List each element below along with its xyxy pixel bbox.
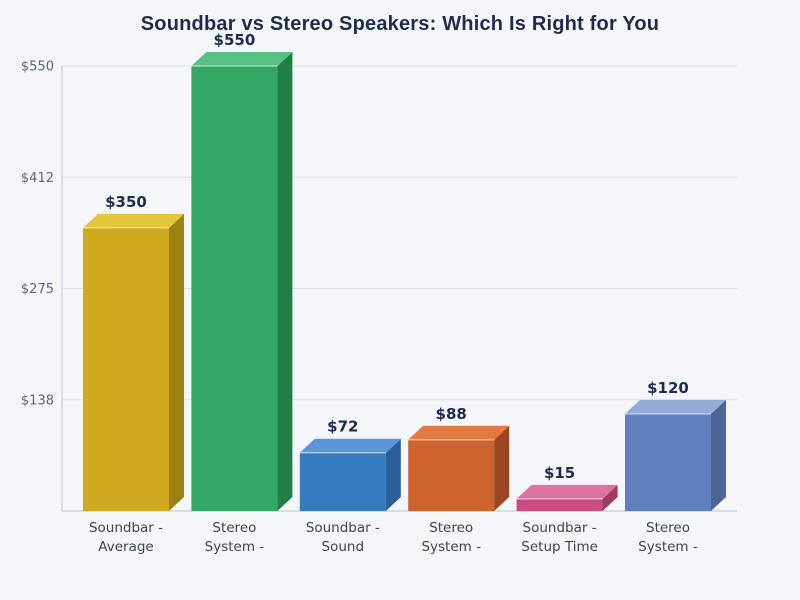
y-tick-label: $550 xyxy=(21,60,54,75)
bar-side-face xyxy=(494,425,510,511)
bar-group: $350 Soundbar -Average xyxy=(83,193,184,555)
bar-front-face xyxy=(408,439,495,511)
bar-value-label: $350 xyxy=(105,193,147,211)
bar-group: $550 Stereo System - xyxy=(191,31,293,555)
bar-value-label: $15 xyxy=(544,464,575,482)
bar-side-face xyxy=(602,484,618,511)
bar-value-label: $72 xyxy=(327,418,358,436)
y-tick-label: $412 xyxy=(21,171,54,186)
bar-front-face xyxy=(625,413,711,511)
bar-top-face xyxy=(83,213,184,228)
y-tick-label: $138 xyxy=(21,393,54,408)
bar-front-face xyxy=(191,66,278,511)
bar-side-face xyxy=(169,213,184,511)
bar-top-face xyxy=(408,425,510,440)
bar-side-face xyxy=(711,399,726,511)
bar-top-face xyxy=(299,438,401,453)
bar-side-face xyxy=(385,438,401,511)
bar-front-face xyxy=(83,227,169,511)
bar-top-face xyxy=(191,52,293,66)
x-category-label: Stereo System - xyxy=(421,520,481,555)
bar-group: $15 Soundbar -Setup Time xyxy=(516,464,618,555)
bar-value-label: $120 xyxy=(647,379,689,397)
bar-front-face xyxy=(516,498,603,511)
bar-side-face xyxy=(277,52,293,511)
bar-group: $88 Stereo System - xyxy=(408,405,510,555)
x-category-label: Soundbar -Sound xyxy=(306,520,380,555)
x-category-label: Soundbar -Average xyxy=(89,520,163,555)
y-tick-label: $275 xyxy=(21,282,54,297)
bar-group: $72 Soundbar -Sound xyxy=(299,418,401,555)
bar-value-label: $88 xyxy=(436,405,467,423)
bar-value-label: $550 xyxy=(214,31,256,49)
bar-top-face xyxy=(625,399,726,414)
x-category-label: Soundbar -Setup Time xyxy=(521,520,598,555)
bar-group: $120 Stereo System - xyxy=(625,379,726,555)
chart-title: Soundbar vs Stereo Speakers: Which Is Ri… xyxy=(140,13,660,35)
bar-top-face xyxy=(516,484,618,499)
bar-front-face xyxy=(299,452,386,511)
x-category-label: Stereo System - xyxy=(638,520,698,555)
x-category-label: Stereo System - xyxy=(205,520,265,555)
